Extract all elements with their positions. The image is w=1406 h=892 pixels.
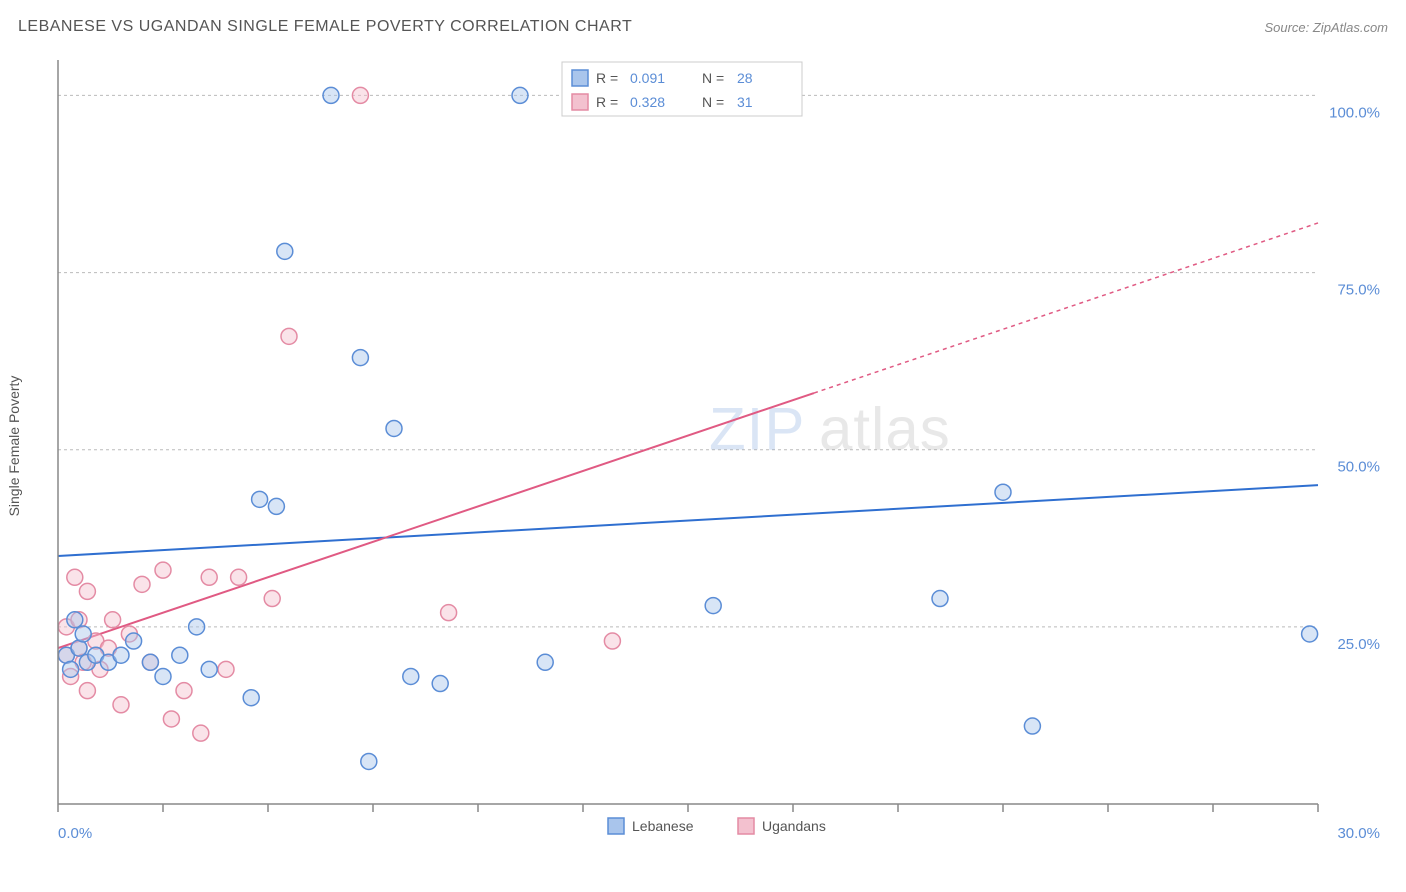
source-label: Source: ZipAtlas.com [1264, 20, 1388, 35]
point-b [134, 576, 150, 592]
stats-r-a: 0.091 [630, 70, 665, 86]
y-tick-label: 100.0% [1329, 104, 1380, 121]
point-b [163, 711, 179, 727]
point-a [277, 243, 293, 259]
point-a [243, 690, 259, 706]
x-max-label: 30.0% [1337, 825, 1380, 842]
point-b [264, 591, 280, 607]
watermark: ZIP [709, 396, 805, 463]
point-a [512, 87, 528, 103]
point-a [113, 647, 129, 663]
scatter-chart: 25.0% 50.0% 75.0% 100.0% ZIPatlas 0.0% 30.0% Le… [48, 50, 1388, 844]
point-a [75, 626, 91, 642]
point-a [1024, 718, 1040, 734]
point-b [441, 605, 457, 621]
x-min-label: 0.0% [58, 825, 92, 842]
y-tick-label: 75.0% [1337, 282, 1380, 299]
legend-swatch-b [738, 818, 754, 834]
stats-swatch-a [572, 70, 588, 86]
point-a [142, 654, 158, 670]
point-b [176, 683, 192, 699]
point-b [352, 87, 368, 103]
point-a [268, 498, 284, 514]
point-b [231, 569, 247, 585]
y-axis-label: Single Female Poverty [6, 376, 22, 517]
stats-r-label: R = [596, 70, 618, 86]
point-a [705, 598, 721, 614]
point-a [995, 484, 1011, 500]
point-b [281, 328, 297, 344]
legend-label-a: Lebanese [632, 818, 694, 834]
y-tick-label: 25.0% [1337, 636, 1380, 653]
point-a [172, 647, 188, 663]
stats-r-b: 0.328 [630, 94, 665, 110]
point-a [67, 612, 83, 628]
stats-n-label: N = [702, 94, 724, 110]
stats-r-label: R = [596, 94, 618, 110]
stats-n-label: N = [702, 70, 724, 86]
trend-line-a [58, 485, 1318, 556]
watermark: atlas [819, 396, 951, 463]
point-a [126, 633, 142, 649]
stats-n-a: 28 [737, 70, 753, 86]
point-a [155, 668, 171, 684]
point-b [67, 569, 83, 585]
point-a [323, 87, 339, 103]
y-tick-label: 50.0% [1337, 459, 1380, 476]
point-a [432, 676, 448, 692]
trend-line-b-ext [814, 223, 1318, 393]
legend-label-b: Ugandans [762, 818, 826, 834]
chart-area: 25.0% 50.0% 75.0% 100.0% ZIPatlas 0.0% 30.0% Le… [48, 50, 1388, 844]
point-a [932, 591, 948, 607]
point-b [155, 562, 171, 578]
point-a [361, 753, 377, 769]
point-b [604, 633, 620, 649]
point-a [201, 661, 217, 677]
point-b [79, 683, 95, 699]
legend-swatch-a [608, 818, 624, 834]
stats-n-b: 31 [737, 94, 753, 110]
point-a [189, 619, 205, 635]
point-b [105, 612, 121, 628]
point-a [537, 654, 553, 670]
point-a [403, 668, 419, 684]
stats-swatch-b [572, 94, 588, 110]
point-b [218, 661, 234, 677]
point-b [79, 583, 95, 599]
point-b [113, 697, 129, 713]
point-a [63, 661, 79, 677]
point-a [252, 491, 268, 507]
chart-title: LEBANESE VS UGANDAN SINGLE FEMALE POVERT… [18, 18, 632, 36]
point-a [352, 350, 368, 366]
point-a [1302, 626, 1318, 642]
point-b [201, 569, 217, 585]
point-a [386, 420, 402, 436]
point-b [193, 725, 209, 741]
